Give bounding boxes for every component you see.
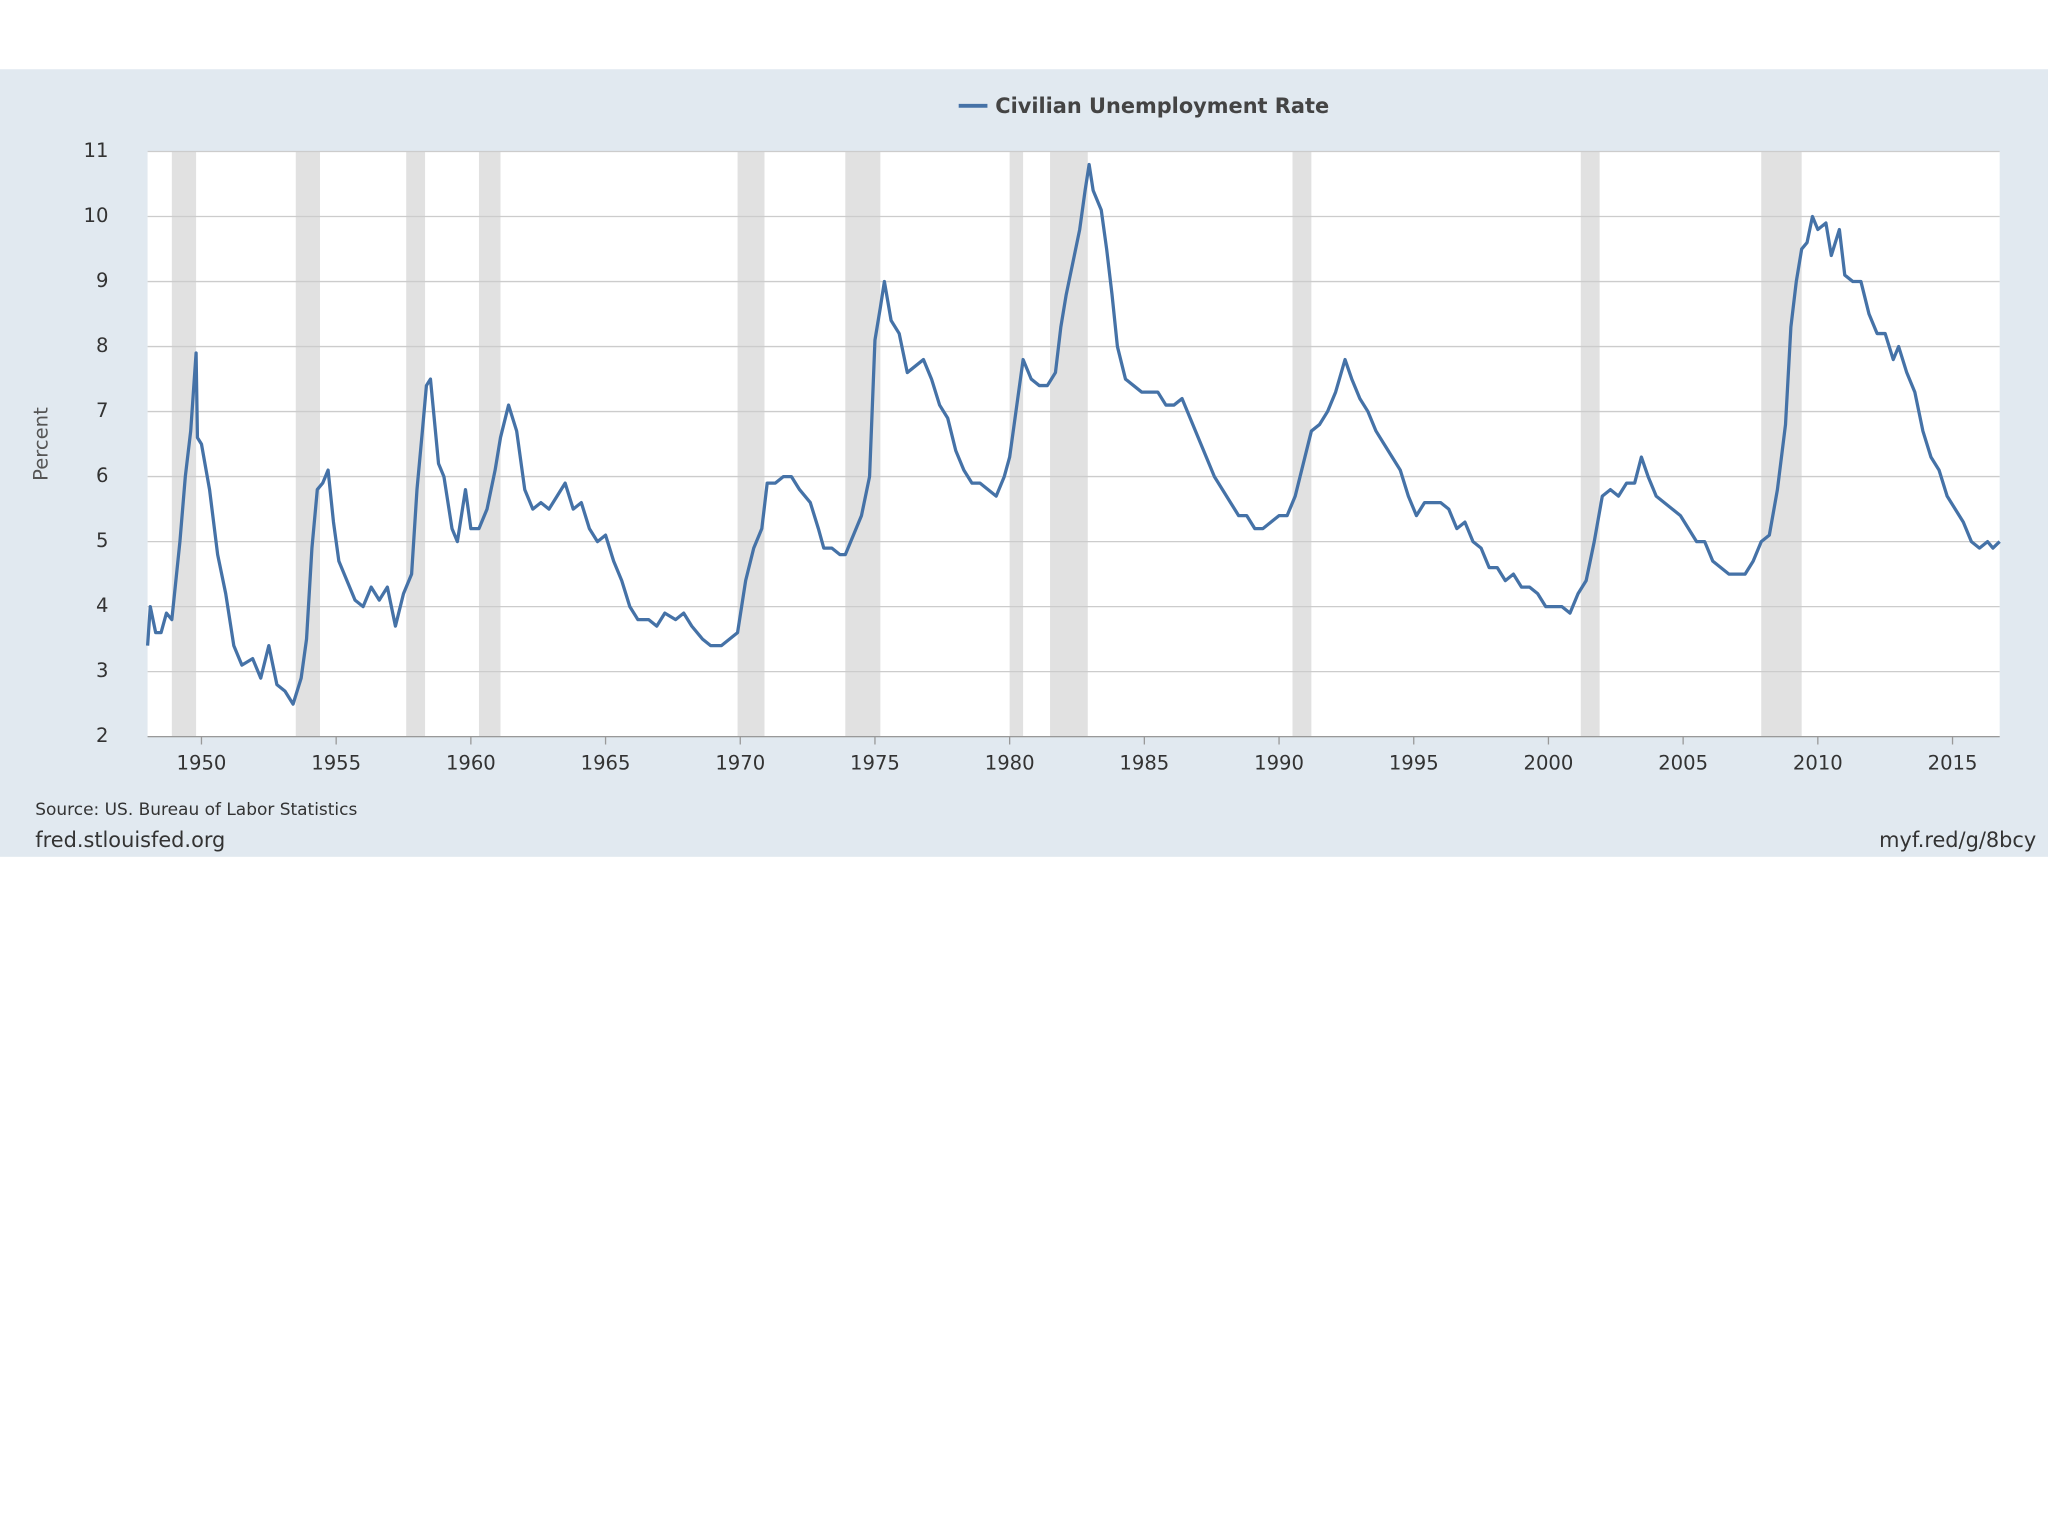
y-tick-label: 9 (96, 269, 108, 292)
recession-band (478, 151, 501, 737)
recession-band (737, 151, 765, 737)
x-tick-label: 2005 (1658, 752, 1708, 775)
y-tick-label: 6 (96, 464, 108, 487)
x-tick-label: 1970 (715, 752, 765, 775)
x-tick-label: 1960 (446, 752, 496, 775)
y-tick-label: 11 (83, 139, 108, 162)
recession-band (1009, 151, 1024, 737)
x-tick-label: 2010 (1793, 752, 1843, 775)
recession-band (1580, 151, 1600, 737)
short-link: myf.red/g/8bcy (1879, 828, 2036, 852)
x-tick-label: 1995 (1389, 752, 1439, 775)
recession-band (845, 151, 881, 737)
y-tick-label: 8 (96, 334, 108, 357)
y-tick-label: 2 (96, 724, 108, 747)
recession-bands (171, 151, 1802, 737)
y-tick-label: 7 (96, 399, 108, 422)
recession-band (406, 151, 426, 737)
series-line (145, 162, 2001, 706)
x-tick-label: 2015 (1928, 752, 1978, 775)
x-tick-label: 1985 (1119, 752, 1169, 775)
y-tick-label: 5 (96, 529, 108, 552)
x-tick-label: 1975 (850, 752, 900, 775)
x-tick-label: 1980 (985, 752, 1035, 775)
x-tick-label: 1955 (311, 752, 361, 775)
recession-band (1050, 151, 1088, 737)
x-tick-label: 2000 (1524, 752, 1574, 775)
source-note: Source: US. Bureau of Labor Statistics (35, 800, 357, 820)
x-tick-label: 1965 (581, 752, 631, 775)
x-tick-label: 1950 (177, 752, 227, 775)
y-axis-label: Percent (29, 407, 52, 481)
x-tick-label: 1990 (1254, 752, 1304, 775)
site-credit: fred.stlouisfed.org (35, 828, 225, 852)
recession-band (171, 151, 197, 737)
y-tick-label: 4 (96, 594, 108, 617)
y-tick-label: 3 (96, 659, 108, 682)
legend-label: Civilian Unemployment Rate (995, 94, 1329, 118)
recession-band (295, 151, 321, 737)
y-tick-label: 10 (83, 204, 108, 227)
recession-band (1292, 151, 1312, 737)
